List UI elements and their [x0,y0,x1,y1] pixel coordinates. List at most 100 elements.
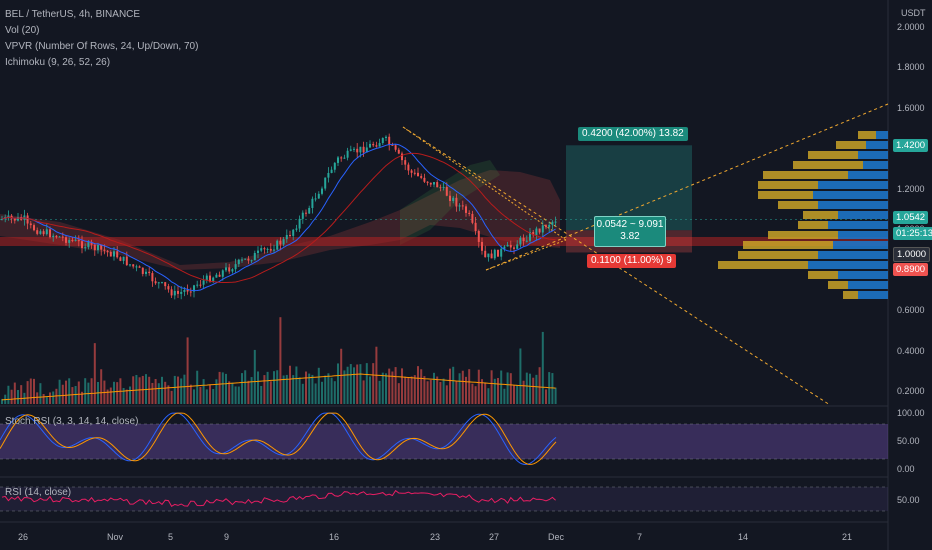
candle-body [378,143,381,147]
volume-bar [506,372,509,404]
candle-body [74,239,77,241]
candle-body [385,136,387,139]
volume-bar [525,372,528,404]
volume-bar [388,368,391,404]
volume-bar [449,368,451,404]
vpvr-bar-up [838,231,888,239]
candle-body [36,230,39,234]
candle-body [375,145,378,147]
candle-body [381,138,384,144]
vpvr-bar-up [808,261,888,269]
volume-bar [330,377,333,404]
volume-bar [13,382,16,404]
volume-bar [458,373,461,404]
candle-body [525,240,528,242]
volume-bar [317,367,320,404]
volume-bar [321,381,323,404]
candle-body [257,250,259,253]
time-tick-label: 23 [430,532,441,542]
candle-body [180,291,183,294]
candle-body [247,258,250,261]
stoch-tick-100: 100.00 [897,408,925,418]
rsi-label[interactable]: RSI (14, close) [5,487,72,498]
volume-bar [33,378,35,404]
volume-bar [369,376,371,404]
candle-body [455,197,458,207]
stoch-rsi-label[interactable]: Stoch RSI (3, 3, 14, 14, close) [5,416,139,427]
candle-body [372,143,375,146]
candle-body [324,177,327,189]
volume-bar [445,385,448,404]
volume-bar [81,391,83,404]
volume-bar [202,379,205,404]
volume-bar [193,389,195,404]
candle-body [225,267,227,271]
vpvr-bar-down [758,181,818,189]
candle-body [535,228,538,236]
candle-body [394,145,397,150]
candle-body [65,237,67,243]
volume-bar [410,376,413,404]
volume-bar [125,389,128,404]
candle-body [541,225,544,233]
candle-body [221,270,224,277]
volume-bar [397,383,400,404]
legend-ichimoku[interactable]: Ichimoku (9, 26, 52, 26) [5,57,111,68]
volume-bar [442,378,445,404]
candle-body [452,197,455,201]
volume-bar [324,375,327,404]
volume-bar [234,386,237,404]
candle-body [17,217,19,221]
candle-body [71,240,74,242]
volume-bar [247,380,250,404]
candle-body [33,225,35,231]
volume-bar [148,376,151,404]
volume-bar [285,374,288,404]
volume-bar [289,365,291,404]
legend-volume[interactable]: Vol (20) [5,25,40,36]
volume-bar [433,372,435,404]
candle-body [228,267,231,272]
candle-body [244,258,247,260]
stop-label[interactable]: 0.1100 (11.00%) 9 [587,254,676,268]
volume-bar [45,397,48,404]
candle-body [135,266,138,268]
volume-bar [186,337,189,404]
candle-body [490,253,493,259]
volume-bar [401,368,403,404]
volume-bar [301,383,304,404]
vpvr-bar-down [743,241,833,249]
vpvr-bar-down [808,151,858,159]
vpvr-bar-down [808,271,838,279]
currency-label: USDT [901,8,926,18]
candle-body [497,249,499,257]
stoch-tick-0: 0.00 [897,464,915,474]
candle-body [269,248,272,251]
candle-body [237,259,240,265]
vpvr-bar-down [803,211,838,219]
candle-body [391,144,394,146]
target-label[interactable]: 0.4200 (42.00%) 13.82 [578,127,688,141]
position-center-label[interactable]: 0.0542 ~ 9.091 3.82 [594,216,666,247]
volume-bar [1,398,3,404]
volume-bar [461,370,464,404]
candle-body [52,235,55,238]
volume-bar [423,376,426,404]
time-tick-label: 27 [489,532,500,542]
countdown-tag: 01:25:13 [893,227,932,240]
volume-bar [157,383,160,404]
candle-body [407,164,410,171]
candle-body [330,169,333,173]
vpvr-bar-up [813,191,888,199]
candle-body [465,206,467,213]
volume-bar [513,385,515,404]
volume-bar [29,378,32,404]
vpvr-bar-down [763,171,848,179]
volume-bar [170,390,173,404]
volume-bar [327,373,330,404]
candle-body [1,219,3,221]
symbol-title: BEL / TetherUS, 4h, BINANCE [5,9,141,20]
legend-vpvr[interactable]: VPVR (Number Of Rows, 24, Up/Down, 70) [5,41,199,52]
volume-bar [61,384,64,404]
